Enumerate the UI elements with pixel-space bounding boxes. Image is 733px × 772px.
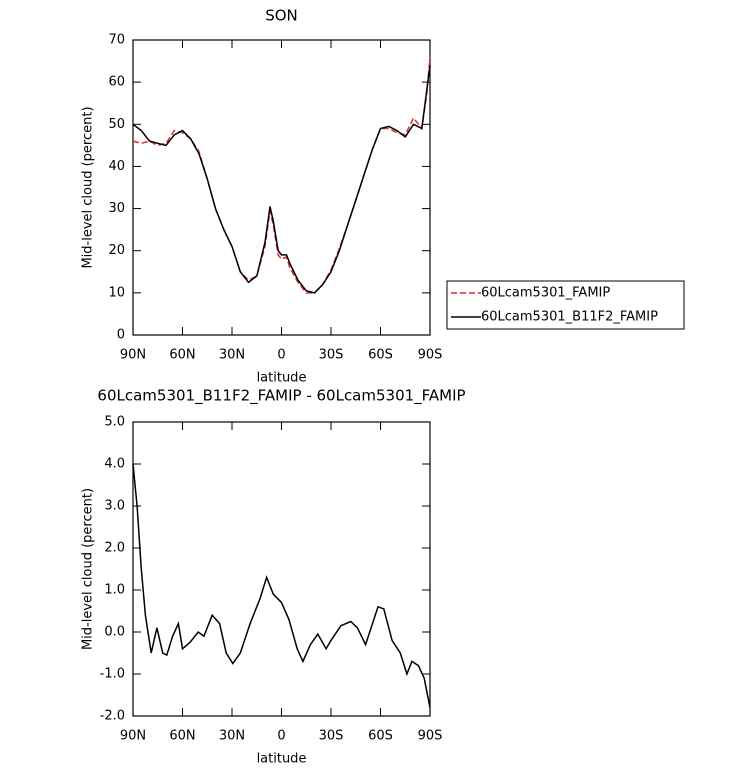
- y-tick-label: 4.0: [104, 457, 125, 472]
- x-tick-label: 90N: [120, 729, 146, 744]
- x-tick-label: 0: [277, 348, 285, 363]
- x-tick-label: 0: [277, 729, 285, 744]
- x-tick-label: 90N: [120, 348, 146, 363]
- y-tick-label: 0: [117, 328, 125, 343]
- y-tick-label: 40: [108, 159, 125, 174]
- y-tick-label: 20: [108, 243, 125, 258]
- legend-box: [446, 280, 685, 330]
- y-tick-label: 50: [108, 117, 125, 132]
- x-tick-label: 60N: [169, 729, 195, 744]
- y-axis-label: Mid-level cloud (percent): [81, 488, 96, 650]
- y-tick-label: 10: [108, 285, 125, 300]
- y-tick-label: -2.0: [100, 709, 125, 724]
- x-axis-label: latitude: [257, 371, 307, 386]
- x-tick-label: 90S: [418, 729, 443, 744]
- plot-frame: [132, 39, 431, 336]
- y-tick-label: 0.0: [104, 625, 125, 640]
- x-tick-label: 30S: [319, 729, 344, 744]
- x-tick-label: 30N: [219, 348, 245, 363]
- y-axis-label: Mid-level cloud (percent): [81, 106, 96, 268]
- y-tick-label: 70: [108, 33, 125, 48]
- y-tick-label: 5.0: [104, 415, 125, 430]
- y-tick-label: 30: [108, 201, 125, 216]
- y-tick-label: 60: [108, 75, 125, 90]
- data-line: [132, 56, 431, 294]
- x-axis-label: latitude: [257, 752, 307, 767]
- data-line: [132, 65, 431, 294]
- x-tick-label: 90S: [418, 348, 443, 363]
- chart-title: SON: [265, 7, 298, 25]
- x-tick-label: 60N: [169, 348, 195, 363]
- y-tick-label: 1.0: [104, 583, 125, 598]
- x-tick-label: 60S: [368, 348, 393, 363]
- y-tick-label: 3.0: [104, 499, 125, 514]
- y-tick-label: 2.0: [104, 541, 125, 556]
- plot-frame: [132, 421, 431, 717]
- data-line: [132, 463, 431, 708]
- legend-label: 60Lcam5301_B11F2_FAMIP: [481, 310, 658, 325]
- legend-label: 60Lcam5301_FAMIP: [481, 286, 610, 301]
- x-tick-label: 30N: [219, 729, 245, 744]
- y-tick-label: -1.0: [100, 667, 125, 682]
- x-tick-label: 30S: [319, 348, 344, 363]
- chart-title: 60Lcam5301_B11F2_FAMIP - 60Lcam5301_FAMI…: [97, 387, 465, 406]
- x-tick-label: 60S: [368, 729, 393, 744]
